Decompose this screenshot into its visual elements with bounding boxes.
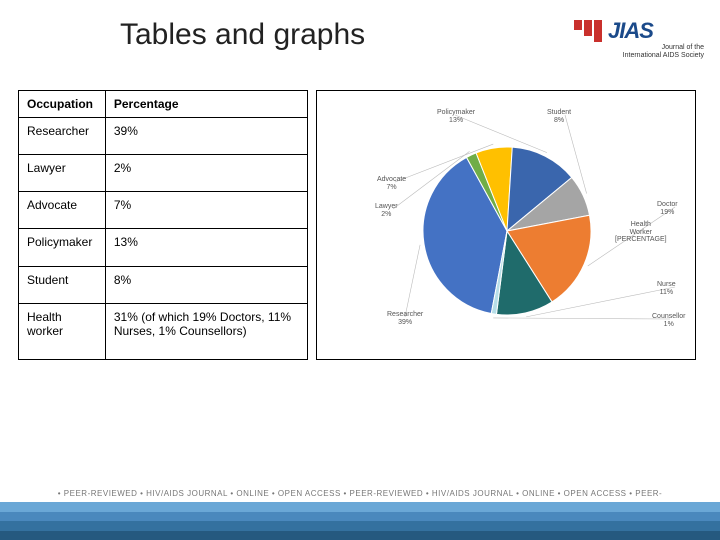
table-row: Student8%: [19, 266, 308, 303]
jias-logo: JIAS Journal of the International AIDS S…: [574, 18, 704, 70]
table-cell: 8%: [105, 266, 307, 303]
table-cell: Lawyer: [19, 155, 106, 192]
pie-label: Policymaker13%: [437, 109, 475, 124]
footer-stripes: [0, 502, 720, 540]
footer: • PEER-REVIEWED • HIV/AIDS JOURNAL • ONL…: [0, 470, 720, 540]
pie-label: Doctor19%: [657, 201, 678, 216]
pie-label: Researcher39%: [387, 311, 423, 326]
footer-stripe: [0, 512, 720, 522]
table-cell: 39%: [105, 118, 307, 155]
table-row: Researcher39%: [19, 118, 308, 155]
table-cell: 13%: [105, 229, 307, 266]
pie-chart: Researcher39% Lawyer2% Advocate7% Policymak…: [316, 90, 696, 360]
leader-line: [405, 245, 420, 317]
footer-stripe: [0, 531, 720, 540]
pie-label: Nurse11%: [657, 281, 676, 296]
table-cell: 2%: [105, 155, 307, 192]
logo-subtitle: Journal of the International AIDS Societ…: [574, 44, 704, 59]
pie-label: Advocate7%: [377, 176, 406, 191]
table-row: Advocate7%: [19, 192, 308, 229]
col-percentage: Percentage: [105, 91, 307, 118]
table-cell: 7%: [105, 192, 307, 229]
pie-label: Counsellor1%: [652, 313, 685, 328]
slide: Tables and graphs JIAS Journal of the In…: [0, 0, 720, 540]
table-cell: Policymaker: [19, 229, 106, 266]
table-row: Lawyer2%: [19, 155, 308, 192]
table-row: Health worker31% (of which 19% Doctors, …: [19, 303, 308, 359]
logo-acronym: JIAS: [608, 18, 653, 44]
ribbon-text: • PEER-REVIEWED • HIV/AIDS JOURNAL • ONL…: [0, 489, 720, 498]
content-row: Occupation Percentage Researcher39%Lawye…: [18, 90, 702, 360]
pie-label: Student8%: [547, 109, 571, 124]
occupation-table: Occupation Percentage Researcher39%Lawye…: [18, 90, 308, 360]
table-cell: Health worker: [19, 303, 106, 359]
footer-stripe: [0, 521, 720, 531]
leader-line: [493, 318, 670, 319]
table-row: Policymaker13%: [19, 229, 308, 266]
col-occupation: Occupation: [19, 91, 106, 118]
pie-label-extra: HealthWorker[PERCENTAGE]: [615, 221, 667, 244]
table-cell: Researcher: [19, 118, 106, 155]
table-header-row: Occupation Percentage: [19, 91, 308, 118]
footer-stripe: [0, 502, 720, 512]
page-title: Tables and graphs: [120, 18, 365, 52]
logo-bars: [574, 20, 602, 42]
table-cell: Advocate: [19, 192, 106, 229]
table-cell: Student: [19, 266, 106, 303]
pie-label: Lawyer2%: [375, 203, 398, 218]
table-cell: 31% (of which 19% Doctors, 11% Nurses, 1…: [105, 303, 307, 359]
